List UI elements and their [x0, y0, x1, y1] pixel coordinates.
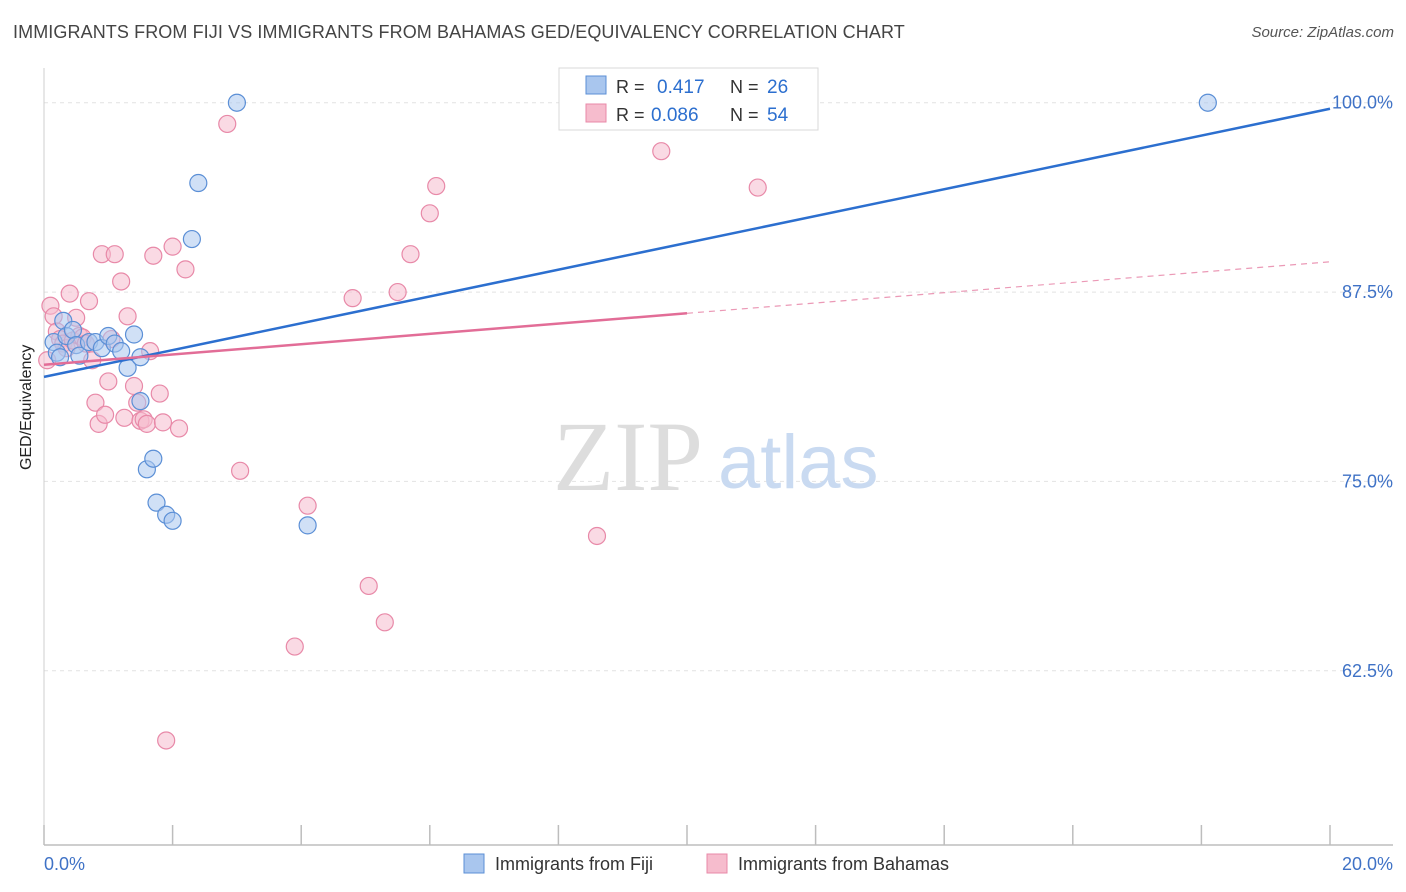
tick-labels: 62.5% 75.0% 87.5% 100.0% 0.0% 20.0% [44, 93, 1393, 874]
grid-lines [44, 102, 1393, 672]
bahamas-point [150, 384, 169, 403]
bahamas-point [124, 376, 144, 396]
fiji-series-label: Immigrants from Fiji [495, 854, 653, 874]
y-tick-label: 87.5% [1342, 282, 1393, 302]
bahamas-point [115, 408, 134, 427]
watermark-atlas: atlas [718, 420, 879, 505]
fiji-point [298, 516, 317, 535]
fiji-point [50, 348, 70, 367]
fiji-point [1198, 93, 1217, 112]
fiji-point [227, 93, 246, 112]
bahamas-point [401, 245, 420, 264]
fiji-n-value: 26 [767, 77, 788, 98]
bahamas-point [748, 178, 767, 197]
y-tick-label: 75.0% [1342, 471, 1393, 491]
bahamas-point [169, 419, 189, 438]
x-tick-label-max: 20.0% [1342, 854, 1393, 874]
fiji-r-value: 0.417 [657, 77, 705, 98]
fiji-r-label: R = [616, 77, 645, 97]
bahamas-point [163, 237, 182, 256]
bahamas-point [79, 292, 99, 311]
y-tick-label: 62.5% [1342, 661, 1393, 681]
fiji-n-label: N = [730, 77, 759, 97]
fiji-legend-swatch [585, 75, 607, 95]
bahamas-n-label: N = [730, 105, 759, 125]
fiji-point [163, 511, 182, 530]
fiji-trend-line [43, 107, 1331, 379]
bahamas-point [427, 176, 446, 196]
bahamas-point [157, 731, 176, 750]
bahamas-point [218, 114, 237, 134]
fiji-point [131, 392, 150, 411]
bahamas-series-label: Immigrants from Bahamas [738, 854, 949, 874]
bahamas-point [137, 414, 156, 433]
trend-lines [43, 107, 1331, 379]
fiji-point [124, 325, 144, 344]
bahamas-point [388, 282, 407, 302]
bahamas-point [95, 405, 115, 424]
bahamas-point [144, 246, 163, 265]
bahamas-points [38, 114, 767, 750]
bahamas-point [298, 496, 317, 515]
bahamas-point [343, 289, 362, 308]
x-tick-label-min: 0.0% [44, 854, 85, 874]
chart-title: IMMIGRANTS FROM FIJI VS IMMIGRANTS FROM … [13, 22, 905, 42]
bahamas-point [652, 142, 671, 161]
bahamas-trend-line [43, 312, 688, 367]
source-label: Source: ZipAtlas.com [1251, 24, 1394, 41]
bahamas-point [420, 204, 439, 223]
fiji-point [147, 493, 166, 512]
bahamas-point [231, 461, 250, 480]
bahamas-point [86, 393, 105, 412]
fiji-series-swatch [463, 853, 485, 874]
fiji-point [182, 229, 201, 249]
bahamas-point [359, 576, 378, 596]
bahamas-point [118, 307, 137, 326]
stats-legend: R = 0.417 N = 26 R = 0.086 N = 54 [558, 67, 819, 131]
fiji-point [63, 320, 83, 340]
bahamas-legend-swatch [585, 103, 607, 123]
bahamas-point [375, 613, 394, 632]
fiji-point [144, 449, 163, 468]
bahamas-point [176, 260, 195, 279]
series-legend: Immigrants from Fiji Immigrants from Bah… [463, 853, 949, 874]
bahamas-point [99, 372, 118, 391]
axes [43, 68, 1393, 846]
bahamas-point [153, 413, 173, 432]
bahamas-r-value: 0.086 [651, 105, 699, 126]
bahamas-point [60, 284, 79, 303]
y-tick-label: 100.0% [1332, 93, 1393, 113]
watermark-zip: ZIP [553, 401, 703, 512]
bahamas-series-swatch [706, 853, 728, 874]
bahamas-trend-line-extension [686, 261, 1331, 314]
bahamas-point [112, 272, 131, 291]
bahamas-point [285, 637, 304, 656]
bahamas-point [587, 526, 607, 546]
bahamas-n-value: 54 [767, 105, 789, 126]
fiji-points [44, 93, 1217, 535]
bahamas-point [105, 245, 124, 264]
fiji-point [70, 346, 89, 365]
bahamas-r-label: R = [616, 105, 645, 125]
fiji-point [189, 173, 208, 193]
